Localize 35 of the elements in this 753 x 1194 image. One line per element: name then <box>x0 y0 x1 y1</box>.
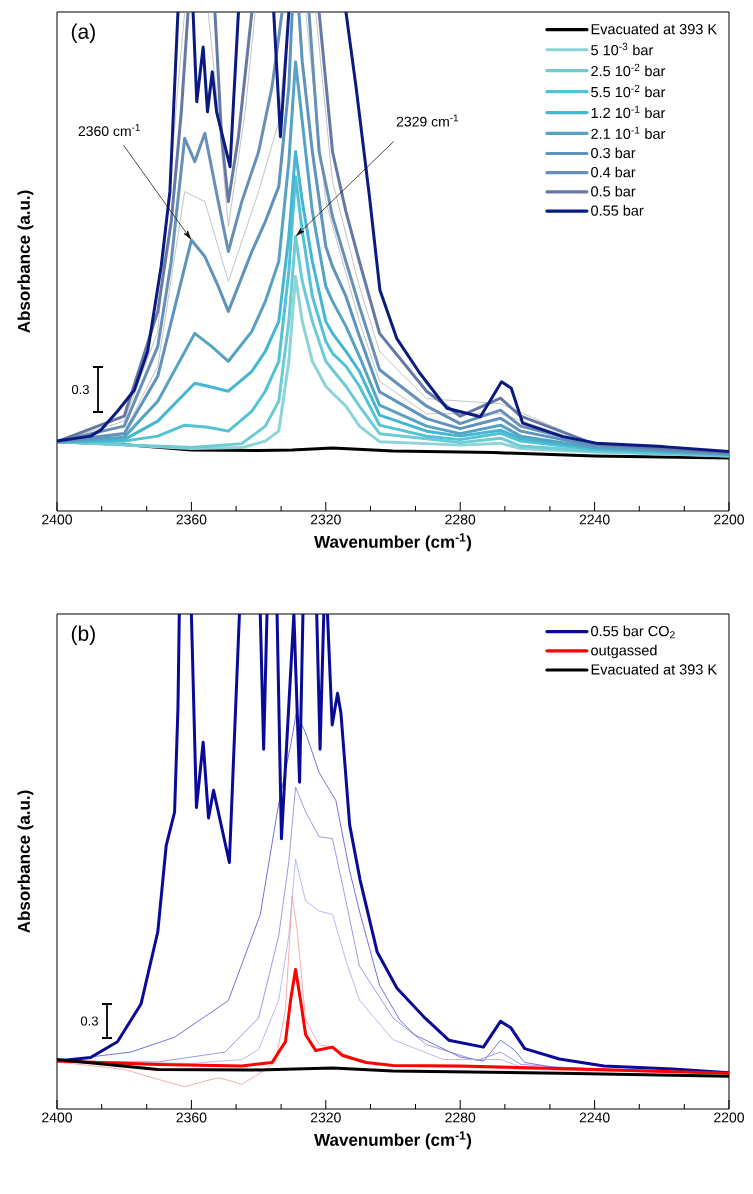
x-tick-label: 2240 <box>579 514 610 525</box>
legend-label: 0.55 bar CO$_{2}$ <box>591 625 675 639</box>
annotation: 0.3 <box>71 384 89 395</box>
x-tick-label: 2320 <box>310 514 341 525</box>
x-axis-title: Wavenumber (cm$^{-1}$) <box>314 1131 472 1150</box>
x-tick-label: 2280 <box>445 1112 476 1123</box>
annotation: 0.3 <box>80 1016 98 1026</box>
legend-label: 0.3 bar <box>591 147 636 159</box>
x-axis-title: Wavenumber (cm$^{-1}$) <box>314 533 472 552</box>
x-tick-label: 2240 <box>579 1112 610 1123</box>
legend-label: 2.1 10$^{-1}$ bar <box>591 126 666 139</box>
legend-label: 1.2 10$^{-1}$ bar <box>591 105 666 119</box>
annotation: 2360 cm$^{-1}$ <box>78 123 140 137</box>
legend-label: Evacuated at 393 K <box>591 663 717 675</box>
legend-label: 5 10$^{-3}$ bar <box>591 42 654 56</box>
x-tick-label: 2200 <box>714 514 745 525</box>
annotation: (a) <box>71 23 95 44</box>
legend-label: 2.5 10$^{-2}$ bar <box>591 63 666 77</box>
x-tick-label: 2400 <box>42 1112 73 1123</box>
annotation: 2329 cm$^{-1}$ <box>396 114 459 127</box>
legend-label: 0.4 bar <box>591 166 636 178</box>
legend-label: 0.5 bar <box>591 185 636 197</box>
annotation: (b) <box>71 625 95 646</box>
x-tick-label: 2320 <box>310 1112 341 1123</box>
x-tick-label: 2360 <box>176 514 207 525</box>
x-tick-label: 2200 <box>714 1112 745 1123</box>
y-axis-title: Absorbance (a.u.) <box>17 190 34 333</box>
x-tick-label: 2400 <box>42 514 73 525</box>
x-tick-label: 2280 <box>445 514 476 525</box>
legend-label: Evacuated at 393 K <box>591 23 717 35</box>
legend-label: 0.55 bar <box>591 205 644 216</box>
legend-label: 5.5 10$^{-2}$ bar <box>591 84 666 98</box>
x-tick-label: 2360 <box>176 1112 207 1123</box>
legend-label: outgassed <box>591 644 657 659</box>
y-axis-title: Absorbance (a.u.) <box>17 790 34 933</box>
